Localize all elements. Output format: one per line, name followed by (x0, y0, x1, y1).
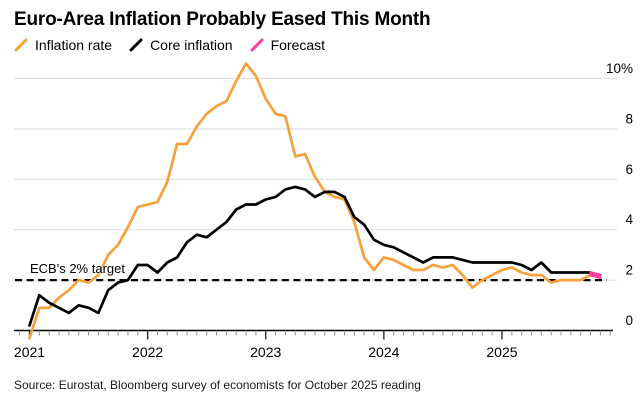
x-axis-year-label: 2023 (250, 344, 281, 360)
forecast-segment-inflation-rate (589, 273, 602, 279)
x-axis-year-label: 2021 (14, 344, 45, 360)
legend-item-inflation-rate: Inflation rate (14, 37, 112, 53)
legend-label-core-inflation: Core inflation (150, 37, 233, 53)
y-axis-label: 8 (625, 111, 633, 126)
source-note: Source: Eurostat, Bloomberg survey of ec… (14, 378, 421, 392)
series-line-inflation-rate (28, 62, 592, 340)
legend-item-forecast: Forecast (250, 37, 325, 53)
x-axis-year-label: 2022 (132, 344, 163, 360)
legend-label-inflation-rate: Inflation rate (35, 37, 113, 53)
core-inflation-line-icon (129, 38, 143, 52)
legend-item-core-inflation: Core inflation (129, 37, 233, 53)
y-axis-label: 10% (606, 61, 633, 76)
series-line-core-inflation (28, 185, 592, 327)
x-axis-year-label: 2025 (486, 344, 517, 360)
chart-legend: Inflation rate Core inflation Forecast (14, 37, 325, 53)
x-axis-year-label: 2024 (368, 344, 399, 360)
legend-label-forecast: Forecast (270, 37, 326, 53)
y-axis-label: 4 (625, 212, 633, 227)
inflation-rate-line-icon (14, 38, 28, 52)
y-axis-label: 2 (625, 263, 633, 278)
y-axis-label: 6 (625, 162, 633, 177)
ecb-target-annotation: ECB's 2% target (30, 261, 125, 276)
forecast-line-icon (250, 38, 264, 52)
y-axis-label: 0 (625, 313, 633, 328)
forecast-segment-core-inflation (589, 271, 602, 277)
chart-title: Euro-Area Inflation Probably Eased This … (14, 9, 431, 30)
